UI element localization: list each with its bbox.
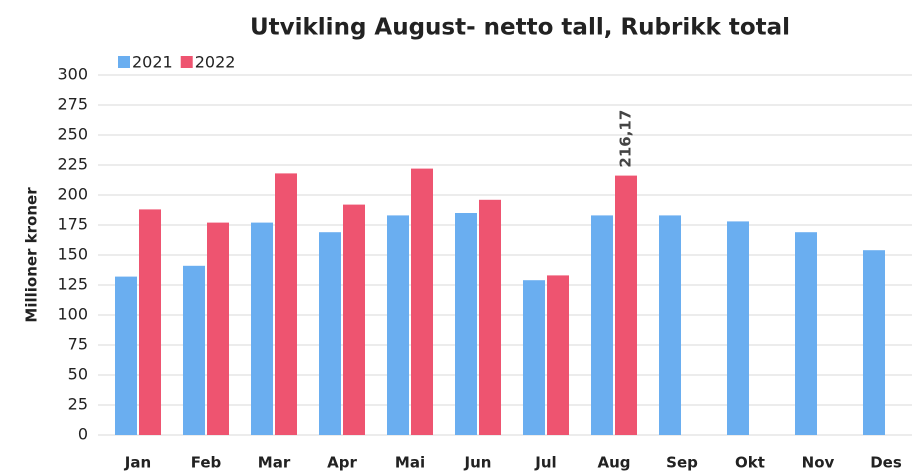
y-axis-label: Millioner kroner [23, 187, 41, 323]
y-tick-label: 250 [57, 125, 88, 144]
y-tick-label: 25 [68, 395, 88, 414]
data-label: 216,17 [617, 110, 635, 168]
bar [455, 213, 477, 435]
bar [251, 222, 273, 435]
x-tick-label: Mar [258, 454, 291, 472]
x-tick-label: Mai [395, 454, 425, 472]
y-tick-label: 75 [68, 335, 88, 354]
y-tick-label: 275 [57, 95, 88, 114]
legend-label: 2021 [132, 53, 173, 72]
x-tick-label: Jun [464, 454, 492, 472]
legend-label: 2022 [195, 53, 236, 72]
bar [319, 232, 341, 435]
x-tick-label: Feb [191, 454, 222, 472]
bar [795, 232, 817, 435]
bar [863, 250, 885, 435]
bar [411, 168, 433, 435]
bar [591, 215, 613, 435]
x-tick-label: Aug [597, 454, 630, 472]
y-tick-label: 50 [68, 365, 88, 384]
y-tick-label: 0 [78, 425, 88, 444]
bar [479, 199, 501, 435]
x-tick-label: Sep [666, 454, 698, 472]
bar [615, 175, 637, 435]
y-tick-label: 225 [57, 155, 88, 174]
chart-title: Utvikling August- netto tall, Rubrikk to… [250, 15, 790, 41]
y-tick-label: 150 [57, 245, 88, 264]
bar [727, 221, 749, 435]
x-tick-label: Jul [534, 454, 556, 472]
y-tick-label: 300 [57, 65, 88, 84]
x-tick-label: Jan [124, 454, 151, 472]
legend-swatch [118, 56, 130, 68]
legend-swatch [180, 56, 193, 68]
y-tick-label: 100 [57, 305, 88, 324]
bar [115, 276, 137, 435]
bar [523, 280, 545, 435]
x-tick-label: Okt [735, 454, 765, 472]
x-tick-label: Des [870, 454, 902, 472]
x-tick-label: Apr [327, 454, 357, 472]
bar [183, 265, 205, 435]
bar [547, 275, 569, 435]
y-tick-label: 200 [57, 185, 88, 204]
x-tick-label: Nov [802, 454, 835, 472]
bar [387, 215, 409, 435]
bar [659, 215, 681, 435]
y-tick-label: 125 [57, 275, 88, 294]
bar [343, 204, 365, 435]
bar [275, 173, 297, 435]
y-tick-label: 175 [57, 215, 88, 234]
bar [207, 222, 229, 435]
bar [139, 209, 161, 435]
